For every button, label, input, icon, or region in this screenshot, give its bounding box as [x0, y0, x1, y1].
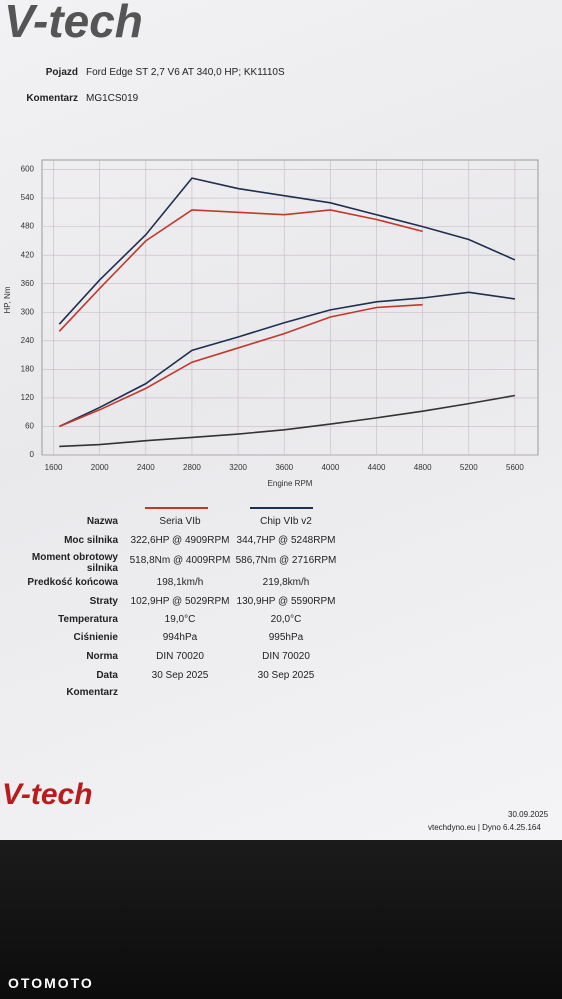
- cell: 322,6HP @ 4909RPM: [130, 535, 230, 546]
- x-tick-label: 5600: [506, 463, 524, 472]
- row-label: Predkość końcowa: [27, 577, 118, 588]
- field-value: MG1CS019: [86, 93, 139, 104]
- x-tick-label: 3600: [275, 463, 293, 472]
- cell: 344,7HP @ 5248RPM: [236, 535, 336, 546]
- logo: V-tech: [2, 778, 93, 811]
- row-label: Data: [96, 670, 118, 681]
- x-tick-label: 1600: [45, 463, 63, 472]
- row-label: Straty: [89, 596, 118, 607]
- cell: 20,0°C: [270, 614, 302, 625]
- cell: 19,0°C: [164, 614, 196, 625]
- x-axis-label: Engine RPM: [268, 479, 313, 488]
- cell: 995hPa: [268, 632, 304, 643]
- y-axis-label: HP, Nm: [3, 286, 12, 313]
- x-tick-label: 2800: [183, 463, 201, 472]
- x-tick-label: 4400: [368, 463, 386, 472]
- line: [59, 394, 516, 448]
- row-label: Temperatura: [58, 614, 118, 625]
- cell: Chip VIb v2: [260, 516, 312, 527]
- row-label: Ciśnienie: [73, 632, 118, 643]
- line: [58, 303, 423, 428]
- paper: [0, 0, 562, 840]
- y-tick-label: 420: [21, 250, 35, 259]
- date: 30.09.2025: [508, 810, 549, 819]
- field-value: Ford Edge ST 2,7 V6 AT 340,0 HP; KK1110S: [86, 67, 285, 78]
- logo: V-tech: [4, 0, 143, 47]
- cell: 102,9HP @ 5029RPM: [130, 596, 230, 607]
- cell: 198,1km/h: [156, 577, 204, 588]
- x-tick-label: 4800: [414, 463, 432, 472]
- cell: DIN 70020: [262, 651, 310, 662]
- cell: 994hPa: [162, 632, 198, 643]
- cell: 30 Sep 2025: [257, 670, 315, 681]
- y-tick-label: 300: [21, 307, 35, 316]
- row-label: Moment obrotowy silnika: [31, 552, 118, 574]
- line: [58, 209, 423, 332]
- x-tick-label: 2400: [137, 463, 155, 472]
- y-tick-label: 360: [21, 279, 35, 288]
- y-tick-label: 0: [30, 450, 35, 459]
- legend-line: [250, 507, 313, 509]
- cell: 130,9HP @ 5590RPM: [236, 596, 336, 607]
- x-tick-label: 4000: [321, 463, 339, 472]
- field-label: Komentarz: [26, 93, 78, 104]
- y-tick-label: 240: [21, 336, 35, 345]
- x-tick-label: 3200: [229, 463, 247, 472]
- background: [0, 840, 562, 999]
- y-tick-label: 600: [21, 165, 35, 174]
- row-label: Nazwa: [86, 516, 118, 527]
- legend-line: [145, 507, 208, 509]
- y-tick-label: 120: [21, 393, 35, 402]
- site: vtechdyno.eu | Dyno 6.4.25.164: [428, 823, 541, 832]
- cell: 30 Sep 2025: [151, 670, 209, 681]
- y-tick-label: 60: [25, 422, 34, 431]
- chart: HP, Nm Engine RPM 0 60 120 180 240 300 360 420 4…: [3, 159, 539, 488]
- line: [58, 177, 516, 325]
- y-tick-label: 540: [21, 193, 35, 202]
- cell: DIN 70020: [156, 651, 204, 662]
- field-label: Pojazd: [45, 67, 78, 78]
- cell: 518,8Nm @ 4009RPM: [129, 555, 231, 566]
- row-label: Moc silnika: [64, 535, 118, 546]
- row-label: Komentarz: [66, 687, 118, 698]
- cell: Seria VIb: [159, 516, 201, 527]
- y-tick-label: 180: [21, 364, 35, 373]
- plot-area: [41, 159, 539, 456]
- row-label: Norma: [86, 651, 118, 662]
- watermark: OTOMOTO: [8, 975, 94, 991]
- cell: 586,7Nm @ 2716RPM: [235, 555, 337, 566]
- line: [58, 291, 516, 428]
- y-tick-label: 480: [21, 222, 35, 231]
- x-tick-label: 2000: [91, 463, 109, 472]
- cell: 219,8km/h: [262, 577, 310, 588]
- x-tick-label: 5200: [460, 463, 478, 472]
